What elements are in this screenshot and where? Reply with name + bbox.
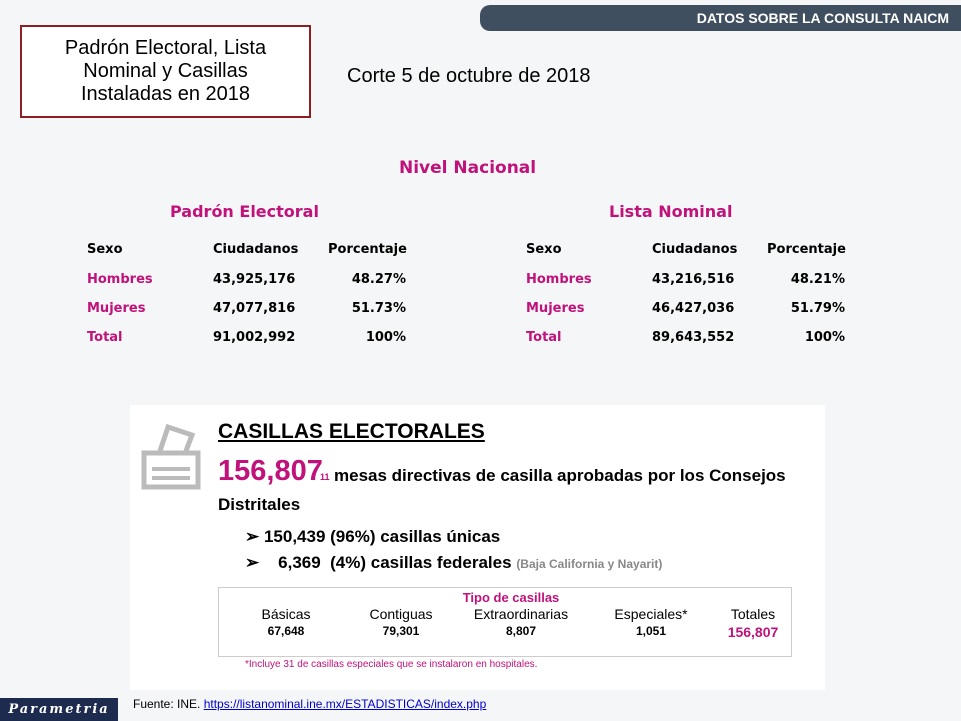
cell: 46,427,036: [652, 301, 735, 316]
row-label: Total: [526, 330, 562, 345]
column-header: Porcentaje: [328, 242, 407, 257]
column-header: Sexo: [87, 242, 123, 257]
casillas-description: Distritales: [218, 495, 301, 514]
casillas-total: 156,807: [218, 455, 323, 487]
types-header: Especiales*: [614, 606, 688, 622]
title: Padrón Electoral, Lista Nominal y Casill…: [20, 25, 311, 118]
bullet-text: 6,369 (4%) casillas federales: [278, 553, 512, 572]
footnote-mark: 11: [320, 472, 330, 482]
table-title: Lista Nominal: [609, 202, 733, 221]
cell: 47,077,816: [213, 301, 296, 316]
bullet-note: (Baja California y Nayarit): [516, 557, 663, 571]
types-value: 67,648: [267, 624, 305, 638]
types-table: Tipo de casillas Básicas 67,648 Contiguas 7…: [218, 587, 792, 657]
types-header: Contiguas: [369, 606, 433, 622]
banner-text: DATOS SOBRE LA CONSULTA NAICM: [696, 10, 949, 26]
types-value: 8,807: [505, 624, 537, 638]
ballot-icon: [141, 423, 201, 490]
cell: 48.21%: [790, 272, 845, 287]
logo: Parametria: [0, 698, 118, 721]
types-header: Extraordinarias: [473, 606, 569, 622]
footnote: *Incluye 31 de casillas especiales que s…: [245, 659, 538, 670]
row-label: Hombres: [526, 272, 592, 287]
cell: 51.73%: [351, 301, 406, 316]
casillas-description: mesas directivas de casilla aprobadas po…: [334, 466, 786, 485]
column-header: Sexo: [526, 242, 562, 257]
cell: 43,216,516: [652, 272, 735, 287]
column-header: Porcentaje: [767, 242, 846, 257]
section-title: Nivel Nacional: [399, 158, 537, 178]
column-header: Ciudadanos: [213, 242, 299, 257]
bullet-text: 150,439 (96%) casillas únicas: [263, 527, 501, 546]
row-label: Hombres: [87, 272, 153, 287]
banner: DATOS SOBRE LA CONSULTA NAICM: [480, 5, 961, 31]
cell: 89,643,552: [652, 330, 735, 345]
types-value: 156,807: [727, 624, 779, 640]
row-label: Total: [87, 330, 123, 345]
source-link[interactable]: https://listanominal.ine.mx/ESTADISTICAS…: [203, 697, 487, 711]
source: Fuente: INE. https://listanominal.ine.mx…: [133, 697, 486, 711]
cell: 51.79%: [790, 301, 845, 316]
column-header: Ciudadanos: [652, 242, 738, 257]
source-label: Fuente: INE.: [133, 697, 201, 711]
bullet: ➢ 6,369 (4%) casillas federales (Baja Ca…: [245, 553, 663, 572]
date: Corte 5 de octubre de 2018: [347, 65, 591, 87]
row-label: Mujeres: [526, 301, 585, 316]
cell: 100%: [804, 330, 845, 345]
row-label: Mujeres: [87, 301, 146, 316]
types-value: 1,051: [635, 624, 667, 638]
types-value: 79,301: [382, 624, 420, 638]
cell: 100%: [365, 330, 406, 345]
types-header: Básicas: [261, 606, 311, 622]
casillas-title: CASILLAS ELECTORALES: [218, 420, 485, 443]
cell: 43,925,176: [213, 272, 296, 287]
table-title: Padrón Electoral: [170, 202, 319, 221]
cell: 48.27%: [351, 272, 406, 287]
bullet: ➢ 150,439 (96%) casillas únicas: [245, 527, 501, 546]
cell: 91,002,992: [213, 330, 296, 345]
types-header: Totales: [730, 606, 776, 622]
types-title: Tipo de casillas: [462, 590, 560, 605]
